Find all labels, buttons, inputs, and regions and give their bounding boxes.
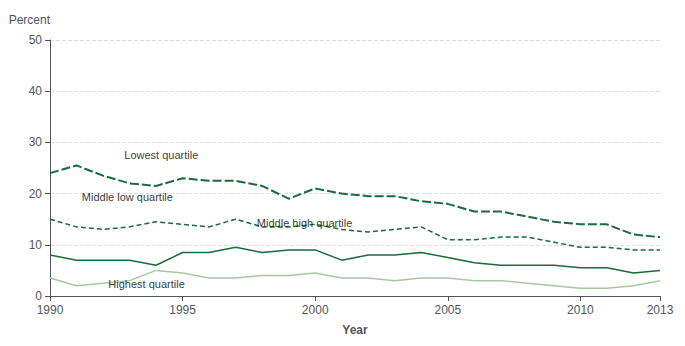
svg-text:2000: 2000 — [302, 303, 329, 317]
svg-text:Lowest quartile: Lowest quartile — [124, 149, 198, 161]
svg-text:40: 40 — [29, 84, 43, 98]
svg-text:Middle low quartile: Middle low quartile — [82, 191, 173, 203]
svg-text:0: 0 — [35, 289, 42, 303]
svg-text:20: 20 — [29, 187, 43, 201]
svg-text:50: 50 — [29, 33, 43, 47]
svg-text:10: 10 — [29, 238, 43, 252]
svg-text:1990: 1990 — [37, 303, 64, 317]
svg-text:30: 30 — [29, 135, 43, 149]
svg-text:2005: 2005 — [434, 303, 461, 317]
svg-text:2010: 2010 — [567, 303, 594, 317]
svg-text:Year: Year — [342, 323, 368, 337]
svg-text:Highest quartile: Highest quartile — [108, 278, 184, 290]
svg-text:1995: 1995 — [169, 303, 196, 317]
svg-text:Percent: Percent — [9, 13, 51, 27]
svg-text:Middle high quartile: Middle high quartile — [257, 217, 352, 229]
svg-text:2013: 2013 — [647, 303, 674, 317]
